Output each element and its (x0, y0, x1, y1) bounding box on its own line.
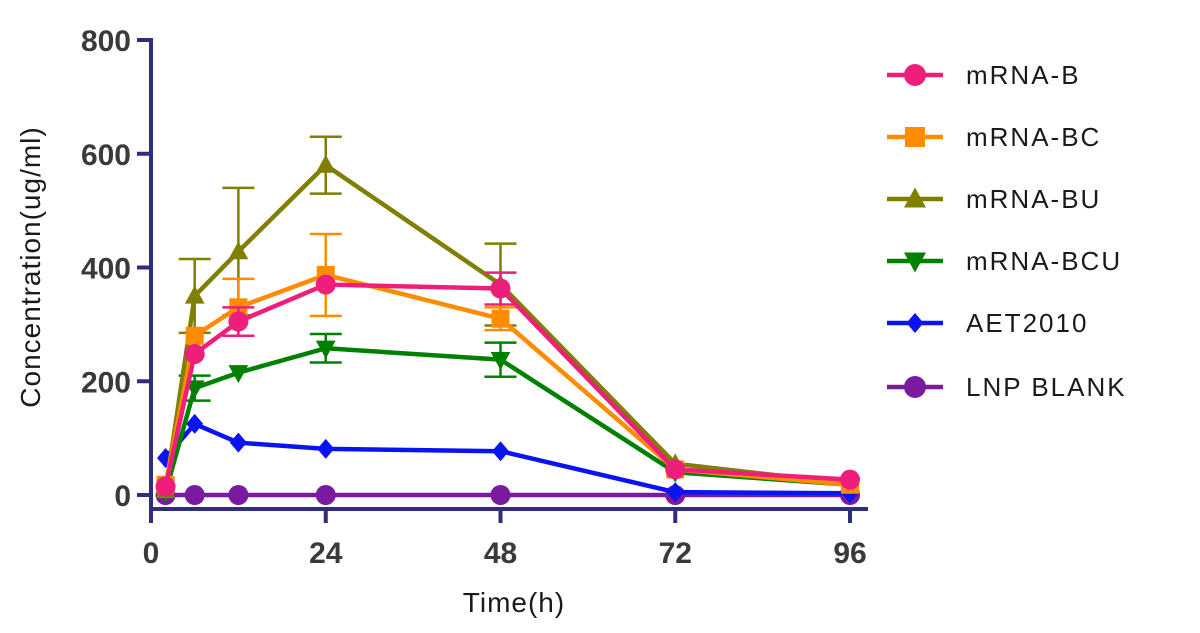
data-point (184, 285, 205, 304)
data-point (490, 278, 511, 299)
data-point (491, 309, 510, 328)
y-tick-label: 200 (81, 366, 131, 399)
data-point (229, 432, 247, 453)
y-axis-title: Concentration(ug/ml) (15, 126, 46, 407)
x-axis-title: Time(h) (463, 587, 565, 618)
legend-marker (904, 376, 926, 398)
legend-item: AET2010 (887, 308, 1088, 338)
x-tick-label: 72 (659, 537, 692, 570)
x-tick-label: 96 (833, 537, 866, 570)
y-tick-label: 600 (81, 139, 131, 172)
legend-marker (904, 252, 926, 273)
legend-label: LNP BLANK (966, 372, 1127, 402)
x-tick-label: 0 (143, 537, 160, 570)
data-point (228, 311, 249, 332)
data-point (315, 340, 336, 359)
data-point (184, 343, 205, 364)
legend-marker (904, 187, 926, 208)
legend-item: mRNA-BU (887, 184, 1101, 214)
legend-item: mRNA-BC (887, 122, 1101, 152)
data-point (317, 438, 335, 459)
legend-label: mRNA-BU (966, 184, 1101, 214)
y-tick-label: 800 (81, 25, 131, 58)
axes: 0 200 400 600 800 0 24 48 72 96 (81, 25, 868, 570)
data-point (315, 154, 336, 173)
legend-item: mRNA-BCU (887, 246, 1122, 276)
legend-item: mRNA-B (887, 60, 1081, 90)
legend-marker (905, 127, 925, 147)
legend-label: AET2010 (966, 308, 1088, 338)
data-point (184, 485, 205, 505)
y-tick-label: 400 (81, 253, 131, 286)
data-point (666, 482, 684, 503)
data-point (155, 476, 176, 497)
legend-label: mRNA-BCU (966, 246, 1122, 276)
legend: mRNA-B mRNA-BC mRNA-BU mRNA-BCU AET2010 LNP B… (887, 60, 1127, 402)
legend-label: mRNA-BC (966, 122, 1101, 152)
x-tick-label: 24 (309, 537, 343, 570)
data-point (490, 485, 511, 505)
data-point (228, 365, 249, 384)
data-point (185, 326, 204, 345)
y-tick-label: 0 (114, 480, 131, 513)
data-point (228, 241, 249, 260)
data-point (186, 413, 204, 434)
legend-marker (906, 313, 924, 333)
legend-marker (904, 64, 926, 86)
data-point (665, 459, 686, 480)
data-point (315, 485, 336, 505)
data-point (840, 469, 860, 490)
data-point (228, 485, 249, 505)
x-tick-label: 48 (484, 537, 517, 570)
data-point (490, 351, 511, 370)
legend-item: LNP BLANK (887, 372, 1127, 402)
plot-area (155, 135, 860, 505)
series-lnp-blank (155, 485, 860, 505)
series-mrna-b (155, 271, 860, 497)
series-line (163, 421, 851, 496)
data-point (492, 441, 509, 462)
data-point (315, 274, 336, 295)
legend-label: mRNA-B (966, 60, 1081, 90)
